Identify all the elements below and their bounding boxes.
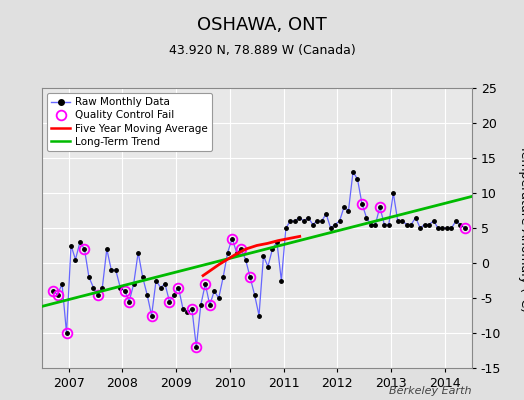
Text: 43.920 N, 78.889 W (Canada): 43.920 N, 78.889 W (Canada) xyxy=(169,44,355,57)
Text: Berkeley Earth: Berkeley Earth xyxy=(389,386,472,396)
Legend: Raw Monthly Data, Quality Control Fail, Five Year Moving Average, Long-Term Tren: Raw Monthly Data, Quality Control Fail, … xyxy=(47,93,212,151)
Y-axis label: Temperature Anomaly (°C): Temperature Anomaly (°C) xyxy=(518,144,524,312)
Text: OSHAWA, ONT: OSHAWA, ONT xyxy=(197,16,327,34)
